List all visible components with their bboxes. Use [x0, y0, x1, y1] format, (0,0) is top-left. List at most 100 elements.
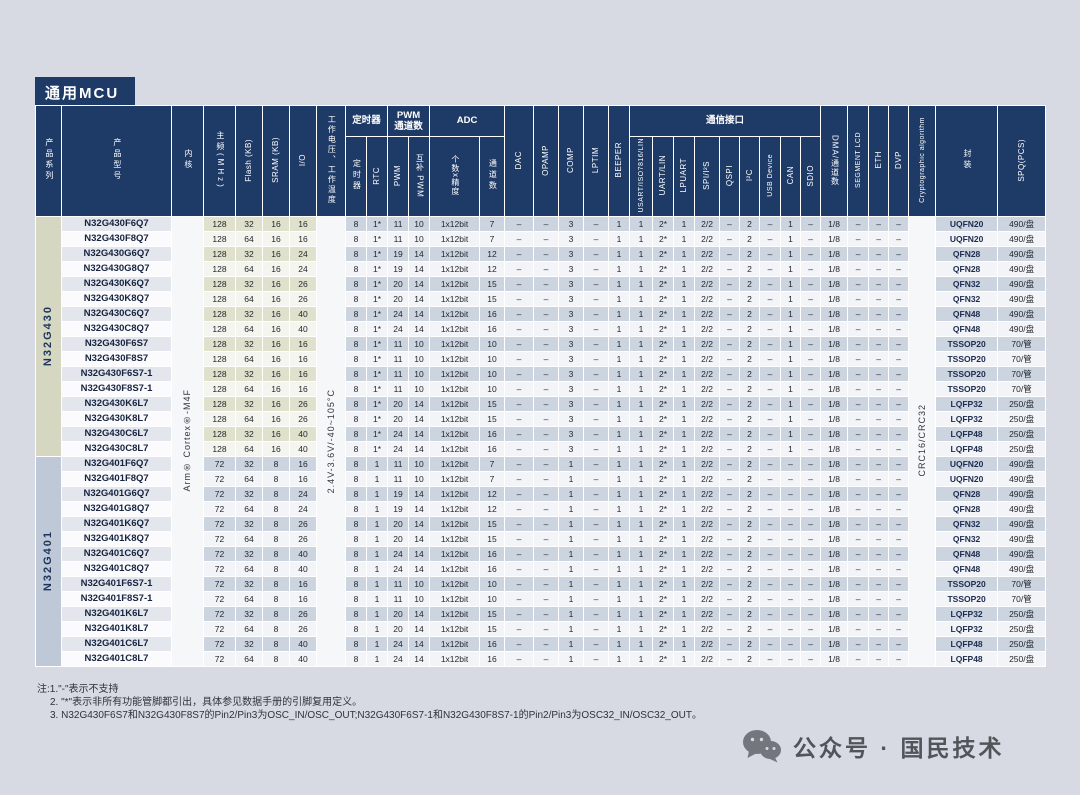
can-cell: –: [780, 456, 802, 472]
lptim-cell: –: [583, 231, 610, 247]
timer-cell: 8: [345, 411, 367, 427]
i2c-cell: 2: [739, 516, 761, 532]
uart-cell: 2*: [652, 636, 675, 652]
spi-cell: 2/2: [694, 606, 721, 622]
core-label: Arm® Cortex®-M4F: [182, 389, 192, 492]
sram-cell: 8: [262, 546, 290, 562]
adc_ch-cell: 7: [479, 471, 506, 487]
lpuart-cell: 1: [673, 561, 696, 577]
spq-cell: 490/盘: [997, 486, 1047, 502]
rtc-cell: 1*: [365, 411, 389, 427]
timer-cell: 8: [345, 441, 367, 457]
pkg-cell: QFN28: [935, 486, 999, 502]
model-cell: N32G401C6L7: [61, 636, 172, 652]
model-cell: N32G430K6Q7: [61, 276, 172, 292]
model-cell: N32G401G8Q7: [61, 501, 172, 517]
spi-cell: 2/2: [694, 426, 721, 442]
rtc-cell: 1*: [365, 306, 389, 322]
flash-cell: 32: [235, 276, 263, 292]
eth-cell: –: [868, 606, 890, 622]
timer-cell: 8: [345, 336, 367, 352]
dac-cell: –: [504, 426, 535, 442]
usb-cell: –: [759, 336, 782, 352]
sub-pwm: PWM: [387, 136, 410, 217]
qspi-cell: –: [719, 561, 741, 577]
spq-cell: 490/盘: [997, 306, 1047, 322]
usb-cell: –: [759, 651, 782, 667]
pwm-cell: 11: [387, 381, 410, 397]
usart-cell: 1: [629, 471, 654, 487]
spq-cell: 490/盘: [997, 216, 1047, 232]
qspi-cell: –: [719, 636, 741, 652]
sdio-cell: –: [800, 291, 822, 307]
lptim-cell: –: [583, 261, 610, 277]
beeper-cell: 1: [608, 426, 631, 442]
comp-cell: 1: [558, 591, 585, 607]
pkg-cell: TSSOP20: [935, 336, 999, 352]
pkg-cell: LQFP32: [935, 606, 999, 622]
uart-cell: 2*: [652, 351, 675, 367]
col-opamp-label: OPAMP: [541, 144, 551, 176]
dac-cell: –: [504, 441, 535, 457]
comp-cell: 1: [558, 651, 585, 667]
adc-cell: 1x12bit: [429, 351, 481, 367]
dma-cell: 1/8: [820, 621, 849, 637]
adc-cell: 1x12bit: [429, 651, 481, 667]
adc-cell: 1x12bit: [429, 336, 481, 352]
flash-cell: 64: [235, 651, 263, 667]
can-cell: 1: [780, 216, 802, 232]
sram-cell: 16: [262, 351, 290, 367]
comp-cell: 3: [558, 216, 585, 232]
cpwm-cell: 14: [408, 426, 431, 442]
eth-cell: –: [868, 306, 890, 322]
flash-cell: 64: [235, 471, 263, 487]
rtc-cell: 1: [365, 561, 389, 577]
lcd-cell: –: [847, 561, 870, 577]
can-cell: 1: [780, 261, 802, 277]
eth-cell: –: [868, 261, 890, 277]
qspi-cell: –: [719, 381, 741, 397]
lcd-cell: –: [847, 591, 870, 607]
eth-cell: –: [868, 636, 890, 652]
io-cell: 26: [289, 411, 317, 427]
dvp-cell: –: [888, 411, 910, 427]
freq-cell: 72: [203, 486, 236, 502]
freq-cell: 128: [203, 381, 236, 397]
model-cell: N32G401F6S7-1: [61, 576, 172, 592]
comp-cell: 1: [558, 606, 585, 622]
col-crypto-label: Cryptographic algorithm: [918, 117, 926, 203]
lcd-cell: –: [847, 381, 870, 397]
eth-cell: –: [868, 516, 890, 532]
table-row: N32G430F6S7-1 128 32 16 16 8 1* 11 10 1x12bit 10– –…: [36, 366, 1047, 382]
dac-cell: –: [504, 216, 535, 232]
opamp-cell: –: [533, 426, 560, 442]
spq-cell: 490/盘: [997, 291, 1047, 307]
eth-cell: –: [868, 621, 890, 637]
table-row: N32G401F6S7-1 72 32 8 16 8 1 11 10 1x12bit 10– –1–1…: [36, 576, 1047, 592]
dma-cell: 1/8: [820, 306, 849, 322]
dvp-cell: –: [888, 471, 910, 487]
sram-cell: 8: [262, 576, 290, 592]
comp-cell: 1: [558, 531, 585, 547]
i2c-cell: 2: [739, 426, 761, 442]
comp-cell: 3: [558, 381, 585, 397]
pwm-cell: 20: [387, 396, 410, 412]
dac-cell: –: [504, 396, 535, 412]
sdio-cell: –: [800, 651, 822, 667]
io-cell: 40: [289, 321, 317, 337]
adc-cell: 1x12bit: [429, 501, 481, 517]
freq-cell: 128: [203, 231, 236, 247]
opamp-cell: –: [533, 381, 560, 397]
pkg-cell: LQFP32: [935, 621, 999, 637]
rtc-cell: 1: [365, 456, 389, 472]
timer-cell: 8: [345, 636, 367, 652]
can-cell: 1: [780, 291, 802, 307]
sdio-cell: –: [800, 486, 822, 502]
dma-cell: 1/8: [820, 636, 849, 652]
lcd-cell: –: [847, 531, 870, 547]
pwm-cell: 24: [387, 441, 410, 457]
beeper-cell: 1: [608, 456, 631, 472]
io-cell: 16: [289, 336, 317, 352]
model-cell: N32G401C8Q7: [61, 561, 172, 577]
usb-cell: –: [759, 216, 782, 232]
